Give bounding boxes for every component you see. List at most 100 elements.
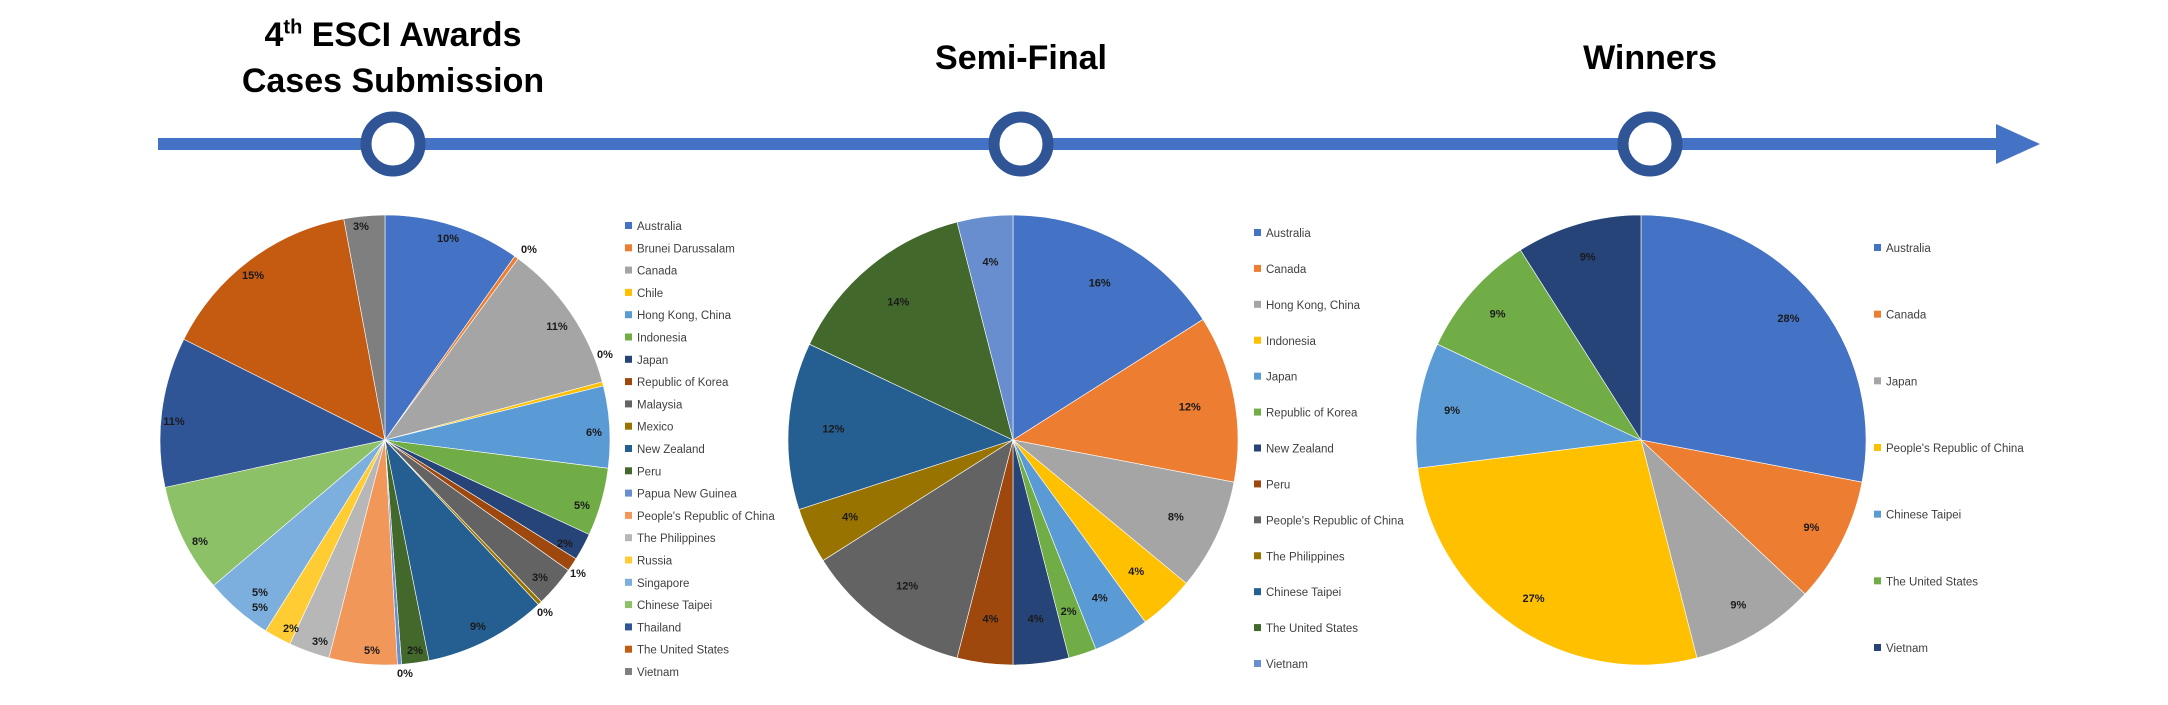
legend-swatch bbox=[1254, 408, 1261, 416]
legend-label: Canada bbox=[637, 266, 678, 278]
pie-slice-vietnam bbox=[343, 214, 386, 441]
legend-label: Chinese Taipei bbox=[1266, 587, 1341, 599]
legend-swatch bbox=[1254, 444, 1261, 452]
legend-label: Australia bbox=[637, 221, 682, 233]
legend-label: Vietnam bbox=[1886, 643, 1928, 655]
data-label: 9% bbox=[1580, 251, 1596, 263]
legend-swatch bbox=[1874, 310, 1881, 318]
pie-slice-new-zealand bbox=[384, 439, 539, 662]
data-label: 8% bbox=[192, 536, 208, 548]
legend-label: Canada bbox=[1886, 310, 1927, 322]
data-label: 0% bbox=[397, 668, 413, 680]
legend-label: The United States bbox=[1886, 576, 1978, 588]
timeline-arrowhead bbox=[1996, 124, 2040, 164]
legend-swatch bbox=[625, 467, 632, 475]
data-label: 9% bbox=[470, 621, 486, 633]
legend-swatch bbox=[1254, 336, 1261, 344]
legend-label: Hong Kong, China bbox=[1266, 300, 1361, 312]
data-label: 0% bbox=[537, 607, 553, 619]
data-label: 4% bbox=[982, 614, 998, 626]
data-label: 5% bbox=[252, 602, 268, 614]
data-label: 4% bbox=[982, 256, 998, 268]
legend-label: Brunei Darussalam bbox=[637, 243, 735, 255]
legend-label: Republic of Korea bbox=[1266, 408, 1358, 420]
stage-title-submission: 4th ESCI Awards Cases Submission bbox=[193, 12, 593, 104]
legend-label: Japan bbox=[637, 355, 668, 367]
legend-label: Australia bbox=[1886, 243, 1931, 255]
data-label: 5% bbox=[574, 500, 590, 512]
pie-slice-canada bbox=[1012, 319, 1239, 483]
data-label: 3% bbox=[312, 636, 328, 648]
legend-swatch bbox=[625, 222, 632, 229]
legend-swatch bbox=[625, 556, 632, 564]
legend-swatch bbox=[1254, 660, 1261, 667]
legend-swatch bbox=[1874, 244, 1881, 251]
legend-swatch bbox=[1254, 588, 1261, 596]
data-label: 9% bbox=[1730, 600, 1746, 612]
legend-label: The United States bbox=[637, 645, 729, 657]
pie-slice-australia bbox=[384, 214, 516, 441]
legend-label: Chinese Taipei bbox=[1886, 510, 1961, 522]
pie-slice-the-united-states bbox=[183, 218, 386, 441]
legend-swatch bbox=[625, 378, 632, 386]
legend-swatch bbox=[625, 288, 632, 296]
data-label: 12% bbox=[822, 424, 844, 436]
data-label: 14% bbox=[887, 296, 909, 308]
legend-label: Hong Kong, China bbox=[637, 310, 732, 322]
stage-title-submission-line1: 4th ESCI Awards bbox=[264, 16, 522, 54]
data-label: 4% bbox=[1092, 593, 1108, 605]
data-label: 8% bbox=[1168, 512, 1184, 524]
legend-label: Canada bbox=[1266, 264, 1307, 276]
legend-swatch bbox=[1874, 510, 1881, 518]
legend-label: Indonesia bbox=[1266, 336, 1316, 348]
data-label: 12% bbox=[1179, 401, 1201, 413]
legend-swatch bbox=[625, 534, 632, 542]
pie-slice-hong-kong-china bbox=[1012, 439, 1235, 584]
legend-swatch bbox=[1874, 644, 1881, 651]
legend-swatch bbox=[1254, 516, 1261, 524]
legend-label: Indonesia bbox=[637, 333, 687, 345]
legend-label: Vietnam bbox=[637, 667, 679, 679]
legend-label: The Philippines bbox=[1266, 551, 1345, 563]
data-label: 4% bbox=[842, 512, 858, 524]
data-label: 11% bbox=[163, 416, 185, 428]
timeline-node-semifinal bbox=[988, 111, 1054, 177]
legend-swatch bbox=[1874, 377, 1881, 385]
legend-swatch bbox=[625, 333, 632, 341]
legend-label: Vietnam bbox=[1266, 659, 1308, 671]
stage-title-semifinal: Semi-Final bbox=[935, 39, 1107, 77]
data-label: 28% bbox=[1777, 313, 1799, 325]
pie-slice-people-s-republic-of-china bbox=[822, 439, 1014, 659]
legend-label: Mexico bbox=[637, 422, 673, 434]
legend-label: Republic of Korea bbox=[637, 377, 729, 389]
data-label: 11% bbox=[546, 321, 568, 333]
pie-slice-chinese-taipei bbox=[1415, 343, 1643, 469]
legend-label: New Zealand bbox=[637, 444, 705, 456]
data-label: 6% bbox=[586, 427, 602, 439]
legend-swatch bbox=[625, 355, 632, 363]
data-label: 9% bbox=[1444, 405, 1460, 417]
legend-swatch bbox=[625, 489, 632, 497]
legend-swatch bbox=[625, 422, 632, 430]
legend-swatch bbox=[625, 578, 632, 586]
data-label: 9% bbox=[1803, 522, 1819, 534]
pie-slice-australia bbox=[1012, 214, 1204, 441]
timeline-node-winners bbox=[1617, 111, 1683, 177]
legend-label: Papua New Guinea bbox=[637, 489, 737, 501]
data-label: 27% bbox=[1522, 593, 1544, 605]
legend-swatch bbox=[1254, 229, 1261, 236]
legend-label: The United States bbox=[1266, 623, 1358, 635]
pie-slice-the-united-states bbox=[1437, 249, 1642, 441]
data-label: 9% bbox=[1490, 309, 1506, 321]
data-label: 2% bbox=[557, 538, 573, 550]
legend-swatch bbox=[1874, 577, 1881, 585]
data-label: 15% bbox=[242, 270, 264, 282]
timeline-bar bbox=[158, 138, 1998, 150]
legend-swatch bbox=[625, 311, 632, 319]
legend-swatch bbox=[1254, 624, 1261, 632]
stage-title-submission-line2: Cases Submission bbox=[241, 62, 545, 100]
pie-slice-thailand bbox=[159, 338, 386, 488]
data-label: 1% bbox=[570, 568, 586, 580]
